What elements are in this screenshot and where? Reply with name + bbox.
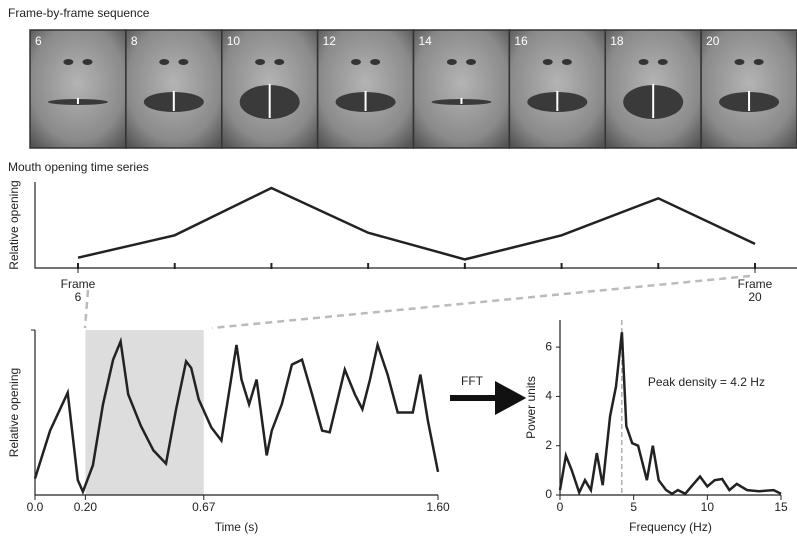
x-tick-label: 1.60 <box>426 500 450 514</box>
annotation: Peak density = 4.2 Hz <box>648 375 765 389</box>
nostril <box>657 59 668 65</box>
data-line <box>33 336 440 496</box>
frame-strip: 6 8 10 12 14 16 18 20 <box>29 29 797 149</box>
chart-title: Mouth opening time series <box>8 160 149 174</box>
frame-image <box>700 29 797 149</box>
frame-label: 8 <box>131 34 138 48</box>
data-line <box>77 186 756 261</box>
frame-label: 20 <box>706 34 720 48</box>
nostril <box>466 59 477 65</box>
nostril <box>638 59 649 65</box>
nostril <box>63 59 74 65</box>
frame-label: 10 <box>227 34 241 48</box>
frame-image <box>508 29 606 149</box>
connector <box>211 274 751 330</box>
frame-image <box>125 29 223 149</box>
y-axis-label: Power units <box>524 376 538 439</box>
highlight-region <box>85 330 204 495</box>
nostril <box>446 59 457 65</box>
y-axis-label: Relative opening <box>7 180 21 269</box>
frame-image <box>29 29 127 149</box>
nostril <box>753 59 764 65</box>
nostril <box>561 59 572 65</box>
axis <box>34 182 797 269</box>
nostril <box>370 59 381 65</box>
x-tick-label: 0.20 <box>74 500 98 514</box>
nostril <box>82 59 93 65</box>
x-tick-label: Frame 6 <box>61 277 96 304</box>
frame-label: 6 <box>35 34 42 48</box>
nostril <box>542 59 553 65</box>
data-line <box>558 332 782 496</box>
x-axis-label: Frequency (Hz) <box>629 520 712 534</box>
frame-image <box>316 29 415 149</box>
frames-title: Frame-by-frame sequence <box>8 6 150 20</box>
y-axis-label: Relative opening <box>7 368 21 457</box>
y-tick-label: 2 <box>545 438 552 452</box>
x-tick-label: Frame 20 <box>738 277 773 304</box>
nostril <box>178 59 189 65</box>
connector <box>83 289 90 329</box>
nostril <box>350 59 361 65</box>
x-tick-label: 10 <box>701 500 715 514</box>
x-tick-label: 5 <box>630 500 637 514</box>
fft-arrow <box>450 380 527 416</box>
y-tick-label: 0 <box>545 487 552 501</box>
fft-label: FFT <box>461 374 484 388</box>
frame-label: 12 <box>323 34 337 48</box>
frame-label: 14 <box>419 34 433 48</box>
nostril <box>159 59 170 65</box>
nostril <box>255 59 266 65</box>
x-tick-label: 0.0 <box>27 500 44 514</box>
x-tick-label: 15 <box>774 500 788 514</box>
x-tick-label: 0 <box>557 500 564 514</box>
frame-label: 16 <box>514 34 528 48</box>
nostril <box>734 59 745 65</box>
y-tick-label: 4 <box>545 389 552 403</box>
frame-label: 18 <box>610 34 624 48</box>
y-tick-label: 6 <box>545 339 552 353</box>
x-axis-label: Time (s) <box>215 520 259 534</box>
nostril <box>274 59 285 65</box>
x-tick-label: 0.67 <box>192 500 216 514</box>
